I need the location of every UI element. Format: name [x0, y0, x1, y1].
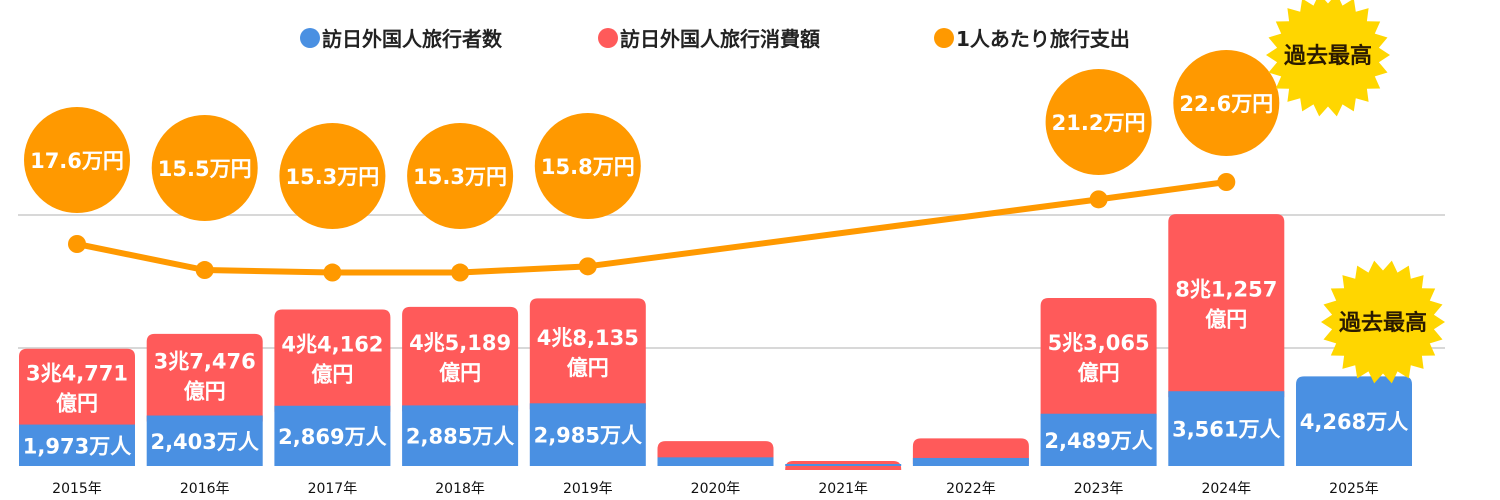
bar-spending: [146, 333, 263, 422]
legend: 訪日外国人旅行者数 訪日外国人旅行消費額 1人あたり旅行支出: [300, 27, 1130, 51]
per-capita-bubble: [534, 113, 641, 219]
bar-spending: [1040, 298, 1157, 420]
spending-label: 3兆4,771: [26, 362, 128, 386]
legend-label: 訪日外国人旅行消費額: [620, 27, 820, 51]
per-capita-bubble: [1045, 69, 1152, 175]
per-capita-point: [578, 257, 597, 276]
per-capita-bubble: [24, 107, 130, 213]
legend-marker: [934, 28, 954, 48]
spending-label-unit: 億円: [1205, 308, 1247, 332]
spending-label: 4兆4,162: [281, 333, 383, 357]
per-capita-point: [68, 235, 86, 253]
spending-label-unit: 億円: [311, 363, 353, 387]
spending-label-unit: 億円: [567, 356, 609, 380]
bar-visitors: [19, 424, 135, 466]
legend-label: 訪日外国人旅行者数: [322, 27, 503, 51]
visitors-label: 2,489万人: [1044, 429, 1152, 453]
per-capita-label: 17.6万円: [30, 149, 124, 173]
x-tick-label: 2020年: [691, 481, 741, 497]
x-tick-label: 2025年: [1329, 481, 1379, 497]
per-capita-point: [1217, 173, 1236, 191]
per-capita-point: [195, 261, 214, 280]
per-capita-label: 15.8万円: [541, 155, 635, 179]
spending-label-unit: 億円: [56, 392, 98, 416]
per-capita-bubble: [151, 115, 258, 221]
bar-visitors: [912, 457, 1029, 466]
spending-label-unit: 億円: [1078, 361, 1120, 385]
spending-label-unit: 億円: [439, 361, 481, 385]
record-high-badge: [1321, 260, 1445, 384]
bar-spending: [1168, 214, 1285, 398]
bar-spending: [529, 298, 646, 410]
record-high-label: 過去最高: [1339, 310, 1427, 336]
x-tick-label: 2018年: [435, 481, 485, 497]
per-capita-point: [323, 263, 342, 282]
spending-label: 8兆1,257: [1175, 278, 1277, 302]
legend-label: 1人あたり旅行支出: [956, 27, 1130, 51]
per-capita-point: [1089, 190, 1108, 209]
bar-visitors: [274, 405, 391, 466]
x-tick-label: 2015年: [52, 481, 102, 497]
per-capita-bubble: [407, 123, 514, 229]
bar-spending: [274, 309, 391, 412]
visitors-label: 2,869万人: [278, 425, 386, 449]
legend-marker: [300, 28, 320, 48]
per-capita-label: 15.3万円: [413, 165, 507, 189]
record-high-label: 過去最高: [1284, 43, 1372, 69]
visitors-label: 3,561万人: [1172, 418, 1280, 442]
visitors-label: 2,885万人: [406, 425, 514, 449]
x-tick-label: 2024年: [1201, 481, 1251, 497]
per-capita-label: 21.2万円: [1052, 111, 1146, 135]
bar-visitors: [657, 457, 774, 466]
bar-visitors: [785, 464, 902, 466]
visitors-label: 2,403万人: [150, 430, 258, 454]
visitors-label: 1,973万人: [23, 434, 131, 458]
bar-spending: [19, 348, 135, 431]
spending-label-unit: 億円: [184, 380, 226, 404]
bar-visitors: [146, 415, 263, 466]
bar-visitors: [1040, 413, 1157, 466]
x-tick-label: 2023年: [1074, 481, 1124, 497]
per-capita-bubble: [1173, 50, 1280, 156]
spending-label: 4兆8,135: [537, 326, 639, 350]
per-capita-bubble: [279, 123, 386, 229]
bar-visitors: [1296, 376, 1412, 466]
per-capita-label: 22.6万円: [1179, 92, 1273, 116]
bar-visitors: [1168, 391, 1285, 466]
visitors-label: 4,268万人: [1300, 410, 1408, 434]
legend-marker: [598, 28, 618, 48]
per-capita-label: 15.5万円: [158, 157, 252, 181]
bar-spending: [402, 306, 519, 412]
visitors-label: 2,985万人: [534, 424, 642, 448]
per-capita-label: 15.3万円: [285, 165, 379, 189]
record-high-badge: [1266, 0, 1390, 117]
x-tick-label: 2016年: [180, 481, 230, 497]
x-tick-label: 2022年: [946, 481, 996, 497]
bar-visitors: [529, 403, 646, 466]
bar-visitors: [402, 405, 519, 466]
spending-label: 5兆3,065: [1048, 331, 1150, 355]
spending-label: 4兆5,189: [409, 331, 511, 355]
x-tick-label: 2019年: [563, 481, 613, 497]
per-capita-point: [451, 263, 470, 282]
x-tick-label: 2017年: [308, 481, 358, 497]
x-tick-label: 2021年: [818, 481, 868, 497]
spending-label: 3兆7,476: [154, 350, 256, 374]
bar-spending: [912, 438, 1029, 464]
